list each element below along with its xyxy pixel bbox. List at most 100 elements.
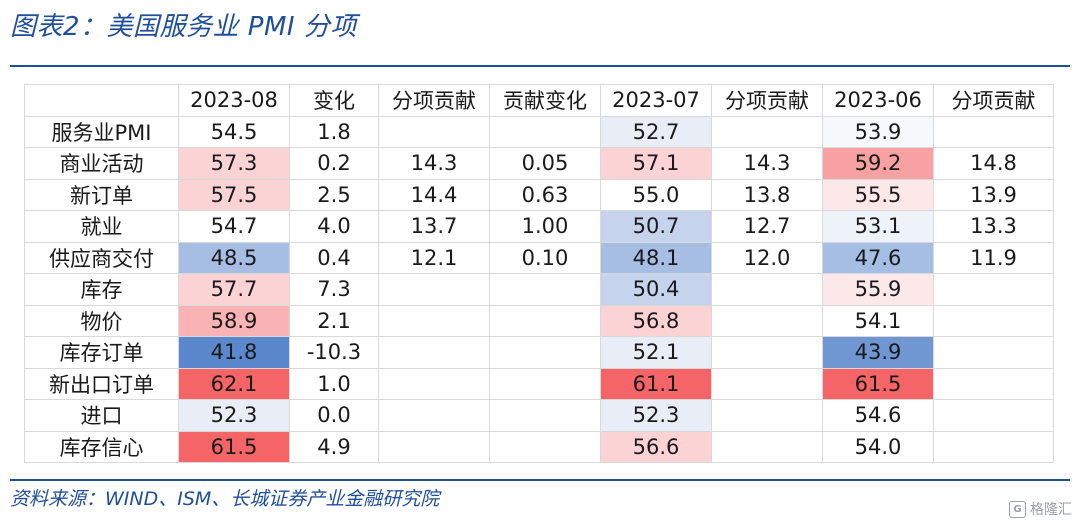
table-cell: 58.9 [178,304,290,337]
table-cell [711,336,823,369]
table-cell: 0.10 [489,241,601,274]
table-cell: 12.1 [378,241,490,274]
table-cell [489,273,601,306]
header-cell: 2023-08 [178,84,290,117]
table-cell: -10.3 [289,336,379,369]
table-cell: 53.1 [822,210,934,243]
table-cell: 55.9 [822,273,934,306]
table-cell [933,430,1054,463]
table-cell: 0.4 [289,241,379,274]
table-row: 库存信心 61.5 4.9 56.6 54.0 [24,430,1054,463]
table-cell: 0.2 [289,147,379,180]
table-cell: 14.3 [711,147,823,180]
table-cell: 2.5 [289,178,379,211]
table-row: 库存 57.7 7.3 50.4 55.9 [24,273,1054,306]
row-label: 就业 [24,210,179,243]
table-cell [489,430,601,463]
row-label: 商业活动 [24,147,179,180]
table-cell: 1.8 [289,115,379,148]
table-cell: 54.1 [822,304,934,337]
table-cell: 13.3 [933,210,1054,243]
table-cell [933,273,1054,306]
header-row: 2023-08 变化 分项贡献 贡献变化 2023-07 分项贡献 2023-0… [24,84,1054,117]
table-cell: 13.7 [378,210,490,243]
table-cell [933,367,1054,400]
table-cell: 54.5 [178,115,290,148]
table-row: 就业 54.7 4.0 13.7 1.00 50.7 12.7 53.1 13.3 [24,210,1054,243]
header-cell [24,84,179,117]
table-cell: 43.9 [822,336,934,369]
table-cell: 11.9 [933,241,1054,274]
table-cell: 55.5 [822,178,934,211]
table-cell: 52.7 [600,115,712,148]
watermark: G 格隆汇 [1009,499,1072,519]
row-label: 物价 [24,304,179,337]
table-cell: 14.8 [933,147,1054,180]
watermark-logo-icon: G [1009,500,1026,518]
row-label: 新出口订单 [24,367,179,400]
table-cell: 53.9 [822,115,934,148]
table-cell [711,430,823,463]
table-cell [711,399,823,432]
table-row: 商业活动 57.3 0.2 14.3 0.05 57.1 14.3 59.2 14.8 [24,147,1054,180]
table-cell: 57.5 [178,178,290,211]
table-cell: 13.8 [711,178,823,211]
table-cell: 14.3 [378,147,490,180]
table-cell: 56.6 [600,430,712,463]
row-label: 库存信心 [24,430,179,463]
row-label: 库存 [24,273,179,306]
table-cell [378,430,490,463]
table-cell: 0.63 [489,178,601,211]
table-cell [378,304,490,337]
table-body: 服务业PMI 54.5 1.8 52.7 53.9 商业活动 57.3 0.2 14.3 0.05… [24,115,1054,463]
table-cell: 0.0 [289,399,379,432]
table-cell [933,399,1054,432]
table-cell: 1.0 [289,367,379,400]
table-cell: 57.1 [600,147,712,180]
table-cell [378,336,490,369]
table-cell [489,115,601,148]
table-cell: 52.3 [178,399,290,432]
table-cell [933,115,1054,148]
table-cell [711,367,823,400]
header-cell: 分项贡献 [378,84,490,117]
table-cell [489,367,601,400]
table-cell: 57.7 [178,273,290,306]
table-cell: 13.9 [933,178,1054,211]
watermark-text: 格隆汇 [1030,502,1072,518]
title-divider [10,65,1070,67]
header-cell: 分项贡献 [711,84,823,117]
table-cell: 48.1 [600,241,712,274]
table-row: 库存订单 41.8 -10.3 52.1 43.9 [24,336,1054,369]
table-cell [378,367,490,400]
table-row: 供应商交付 48.5 0.4 12.1 0.10 48.1 12.0 47.6 11.9 [24,241,1054,274]
header-cell: 贡献变化 [489,84,601,117]
table-cell: 47.6 [822,241,934,274]
table-cell: 50.7 [600,210,712,243]
table-cell [378,399,490,432]
header-cell: 2023-06 [822,84,934,117]
table-cell: 52.3 [600,399,712,432]
table-cell: 48.5 [178,241,290,274]
row-label: 供应商交付 [24,241,179,274]
header-cell: 分项贡献 [933,84,1054,117]
table-cell: 2.1 [289,304,379,337]
table-cell: 1.00 [489,210,601,243]
table-cell: 12.0 [711,241,823,274]
table-row: 新出口订单 62.1 1.0 61.1 61.5 [24,367,1054,400]
table-cell [378,115,490,148]
source-divider [10,479,1070,481]
table-row: 服务业PMI 54.5 1.8 52.7 53.9 [24,115,1054,148]
table-row: 进口 52.3 0.0 52.3 54.6 [24,399,1054,432]
table-cell: 61.5 [178,430,290,463]
table-cell: 41.8 [178,336,290,369]
table-cell: 55.0 [600,178,712,211]
table-cell: 12.7 [711,210,823,243]
table-cell [489,399,601,432]
table-cell [933,336,1054,369]
table-cell: 54.0 [822,430,934,463]
table-cell: 62.1 [178,367,290,400]
chart-title: 图表2：美国服务业 PMI 分项 [10,12,357,42]
table-cell: 57.3 [178,147,290,180]
table-cell: 4.0 [289,210,379,243]
